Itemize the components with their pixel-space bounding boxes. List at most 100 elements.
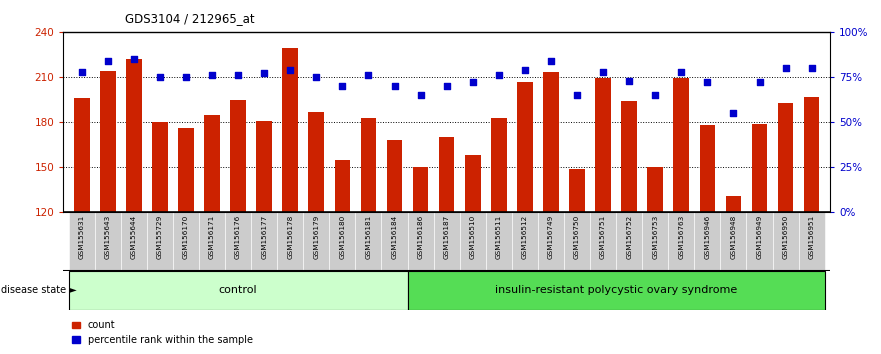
Text: GSM156187: GSM156187 (444, 215, 449, 259)
Bar (642, 212, 669, 271)
Point (361, 72, 375, 78)
Text: GSM156171: GSM156171 (209, 215, 215, 259)
Bar (517, 81, 533, 212)
Bar (413, 167, 428, 212)
Text: GSM156750: GSM156750 (574, 215, 580, 259)
Text: GSM156178: GSM156178 (287, 215, 293, 259)
Point (674, 69, 688, 74)
Point (179, 74, 193, 80)
Bar (596, 79, 611, 212)
Point (752, 80, 766, 85)
Bar (460, 212, 485, 271)
Text: GSM156763: GSM156763 (678, 215, 685, 259)
Text: GSM156511: GSM156511 (496, 215, 502, 259)
Text: GSM156752: GSM156752 (626, 215, 633, 259)
Bar (803, 97, 819, 212)
Point (492, 72, 506, 78)
Bar (465, 155, 480, 212)
Text: GSM156181: GSM156181 (366, 215, 372, 259)
Point (75, 69, 89, 74)
Bar (204, 115, 220, 212)
Text: GSM156170: GSM156170 (183, 215, 189, 259)
Legend: count, percentile rank within the sample: count, percentile rank within the sample (69, 316, 256, 349)
Bar (173, 212, 199, 271)
Bar (178, 128, 194, 212)
Bar (564, 212, 590, 271)
Bar (69, 212, 95, 271)
Text: GSM156946: GSM156946 (705, 215, 710, 259)
Bar (648, 167, 663, 212)
Bar (746, 212, 773, 271)
Point (466, 80, 480, 85)
Text: GDS3104 / 212965_at: GDS3104 / 212965_at (125, 12, 255, 25)
Bar (669, 212, 694, 271)
Bar (147, 212, 173, 271)
Bar (230, 99, 246, 212)
Text: insulin-resistant polycystic ovary syndrome: insulin-resistant polycystic ovary syndr… (495, 285, 737, 295)
Bar (721, 212, 746, 271)
Bar (512, 212, 538, 271)
Bar (751, 124, 767, 212)
Text: GSM156184: GSM156184 (391, 215, 397, 259)
Bar (355, 212, 381, 271)
Bar (616, 212, 642, 271)
Text: GSM156951: GSM156951 (809, 215, 815, 259)
Bar (590, 212, 616, 271)
Text: GSM155644: GSM155644 (130, 215, 137, 259)
Bar (726, 196, 741, 212)
Point (648, 92, 663, 98)
Bar (408, 212, 433, 271)
Text: GSM156753: GSM156753 (652, 215, 658, 259)
Bar (485, 212, 512, 271)
Point (388, 83, 402, 89)
Text: disease state ►: disease state ► (1, 285, 77, 295)
Point (518, 67, 532, 73)
Bar (74, 98, 90, 212)
Bar (408, 271, 825, 310)
Point (127, 56, 141, 62)
Bar (283, 48, 298, 212)
Text: GSM156948: GSM156948 (730, 215, 737, 259)
Bar (360, 118, 376, 212)
Bar (251, 212, 278, 271)
Point (413, 92, 427, 98)
Bar (491, 118, 507, 212)
Bar (773, 212, 798, 271)
Bar (538, 212, 564, 271)
Point (336, 83, 350, 89)
Point (779, 65, 793, 71)
Bar (387, 140, 403, 212)
Bar (694, 212, 721, 271)
Bar (256, 121, 272, 212)
Bar (700, 125, 715, 212)
Bar (278, 212, 303, 271)
Text: GSM156749: GSM156749 (548, 215, 554, 259)
Point (231, 72, 245, 78)
Text: GSM155643: GSM155643 (105, 215, 111, 259)
Text: GSM155729: GSM155729 (157, 215, 163, 259)
Bar (303, 212, 329, 271)
Text: GSM156180: GSM156180 (339, 215, 345, 259)
Point (804, 65, 818, 71)
Bar (543, 73, 559, 212)
Point (257, 70, 271, 76)
Bar (381, 212, 408, 271)
Bar (329, 212, 355, 271)
Bar (100, 71, 115, 212)
Bar (121, 212, 147, 271)
Text: GSM156949: GSM156949 (757, 215, 763, 259)
Point (622, 78, 636, 84)
Text: GSM156751: GSM156751 (600, 215, 606, 259)
Text: GSM156179: GSM156179 (314, 215, 319, 259)
Point (700, 80, 714, 85)
Bar (152, 122, 167, 212)
Text: GSM156510: GSM156510 (470, 215, 476, 259)
Point (544, 58, 558, 64)
Point (596, 69, 611, 74)
Bar (439, 137, 455, 212)
Bar (673, 79, 689, 212)
Bar (126, 59, 142, 212)
Point (440, 83, 454, 89)
Point (570, 92, 584, 98)
Point (152, 74, 167, 80)
